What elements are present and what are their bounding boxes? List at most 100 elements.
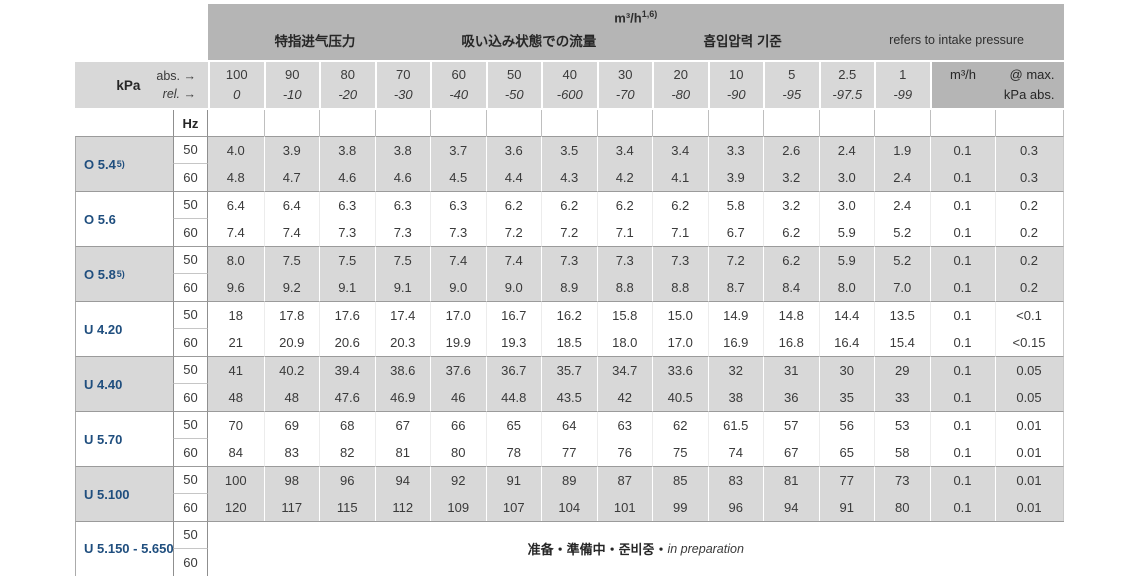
data-cell: 7.2 xyxy=(485,218,541,246)
data-cell: 7.4 xyxy=(208,218,264,246)
data-cell: 0.1 xyxy=(929,191,995,219)
model-label: U 5.70 xyxy=(75,411,173,466)
data-cell: 3.4 xyxy=(652,136,708,164)
data-cell: 3.2 xyxy=(763,163,819,191)
hz-cell: 60 xyxy=(173,163,208,191)
pressure-header-cell: 90 -10 xyxy=(263,62,319,110)
hz-row-cell xyxy=(263,110,319,136)
data-cell: 20.9 xyxy=(263,328,319,356)
hz-row-cell xyxy=(541,110,597,136)
data-cell: 6.2 xyxy=(763,246,819,274)
data-cell: 61.5 xyxy=(707,411,763,439)
data-cell: 7.5 xyxy=(319,246,375,274)
data-cell: 69 xyxy=(263,411,319,439)
data-cell: 98 xyxy=(263,466,319,494)
data-cell: 82 xyxy=(319,438,375,466)
data-cell: 96 xyxy=(319,466,375,494)
data-cell: 16.2 xyxy=(541,301,597,329)
data-cell: 20.3 xyxy=(374,328,430,356)
data-cell: 99 xyxy=(652,493,708,521)
hz-cell: 60 xyxy=(173,273,208,301)
kpa-header-cell: kPa abs. → rel. → xyxy=(75,62,208,110)
data-cell: 109 xyxy=(430,493,486,521)
data-cell: 9.0 xyxy=(430,273,486,301)
data-cell: 0.1 xyxy=(929,356,995,384)
model-label: U 5.150 - 5.650 xyxy=(75,521,174,576)
hz-cell: 60 xyxy=(173,438,208,466)
data-cell: 6.3 xyxy=(374,191,430,219)
data-cell: 0.05 xyxy=(994,356,1064,384)
hz-cell: 60 xyxy=(173,548,208,576)
data-cell: 117 xyxy=(263,493,319,521)
data-cell: 0.1 xyxy=(929,383,995,411)
data-cell: 16.4 xyxy=(818,328,874,356)
pressure-header-cell: 50 -50 xyxy=(485,62,541,110)
data-cell: 63 xyxy=(596,411,652,439)
data-cell: 48 xyxy=(208,383,264,411)
data-cell: 83 xyxy=(263,438,319,466)
right-header-line1: m³/h @ max. xyxy=(932,65,1064,85)
data-cell: 53 xyxy=(874,411,930,439)
hz-row-cell xyxy=(994,110,1064,136)
data-cell: 7.3 xyxy=(374,218,430,246)
data-cell: 44.8 xyxy=(485,383,541,411)
data-cell: 19.3 xyxy=(485,328,541,356)
data-cell: 3.4 xyxy=(596,136,652,164)
hz-row-cell xyxy=(707,110,763,136)
data-cell: 7.1 xyxy=(596,218,652,246)
pressure-header-cell: 60 -40 xyxy=(430,62,486,110)
kpa-abs-label: kPa abs. xyxy=(1003,87,1055,102)
data-cell: 80 xyxy=(430,438,486,466)
table-grid: m³/h1,6) 特指进气压力 吸い込み状態での流量 흡입압력 기준 refers t… xyxy=(75,4,1064,576)
data-cell: 56 xyxy=(818,411,874,439)
data-cell: 43.5 xyxy=(541,383,597,411)
data-cell: 3.9 xyxy=(263,136,319,164)
data-cell: 6.4 xyxy=(263,191,319,219)
hz-cell: 50 xyxy=(173,191,208,219)
data-cell: 4.5 xyxy=(430,163,486,191)
data-cell: 6.3 xyxy=(430,191,486,219)
data-cell: 2.6 xyxy=(763,136,819,164)
data-cell: 37.6 xyxy=(430,356,486,384)
data-cell: 8.8 xyxy=(596,273,652,301)
data-cell: 4.8 xyxy=(208,163,264,191)
data-cell: 77 xyxy=(818,466,874,494)
data-cell: 7.3 xyxy=(596,246,652,274)
hz-row-cell xyxy=(763,110,819,136)
data-cell: 14.4 xyxy=(818,301,874,329)
pressure-header-cell: 1 -99 xyxy=(874,62,930,110)
pressure-header-cell: 40 -600 xyxy=(541,62,597,110)
data-cell: 7.3 xyxy=(652,246,708,274)
data-cell: 33.6 xyxy=(652,356,708,384)
hz-cell: 50 xyxy=(173,521,208,549)
pressure-header-cell: 80 -20 xyxy=(319,62,375,110)
data-cell: 15.8 xyxy=(596,301,652,329)
data-cell: 40.2 xyxy=(263,356,319,384)
data-cell: 31 xyxy=(763,356,819,384)
data-cell: 34.7 xyxy=(596,356,652,384)
data-cell: 8.7 xyxy=(707,273,763,301)
model-label: O 5.8 5) xyxy=(75,246,173,301)
data-cell: 21 xyxy=(208,328,264,356)
data-cell: 0.1 xyxy=(929,411,995,439)
data-cell: 7.4 xyxy=(263,218,319,246)
data-cell: 5.2 xyxy=(874,218,930,246)
data-cell: 68 xyxy=(319,411,375,439)
data-cell: 47.6 xyxy=(319,383,375,411)
data-cell: 0.2 xyxy=(994,273,1064,301)
data-cell: 7.5 xyxy=(263,246,319,274)
data-cell: 9.1 xyxy=(319,273,375,301)
data-cell: 2.4 xyxy=(874,163,930,191)
data-cell: 83 xyxy=(707,466,763,494)
data-cell: 115 xyxy=(319,493,375,521)
data-cell: 0.1 xyxy=(929,301,995,329)
translation-label-2: 흡입압력 기준 xyxy=(703,33,782,49)
data-cell: 7.5 xyxy=(374,246,430,274)
data-cell: 94 xyxy=(374,466,430,494)
data-cell: 0.1 xyxy=(929,493,995,521)
data-cell: 5.8 xyxy=(707,191,763,219)
message-latin: in preparation xyxy=(667,541,744,556)
hz-cell: 50 xyxy=(173,466,208,494)
data-cell: 4.0 xyxy=(208,136,264,164)
data-cell: 92 xyxy=(430,466,486,494)
